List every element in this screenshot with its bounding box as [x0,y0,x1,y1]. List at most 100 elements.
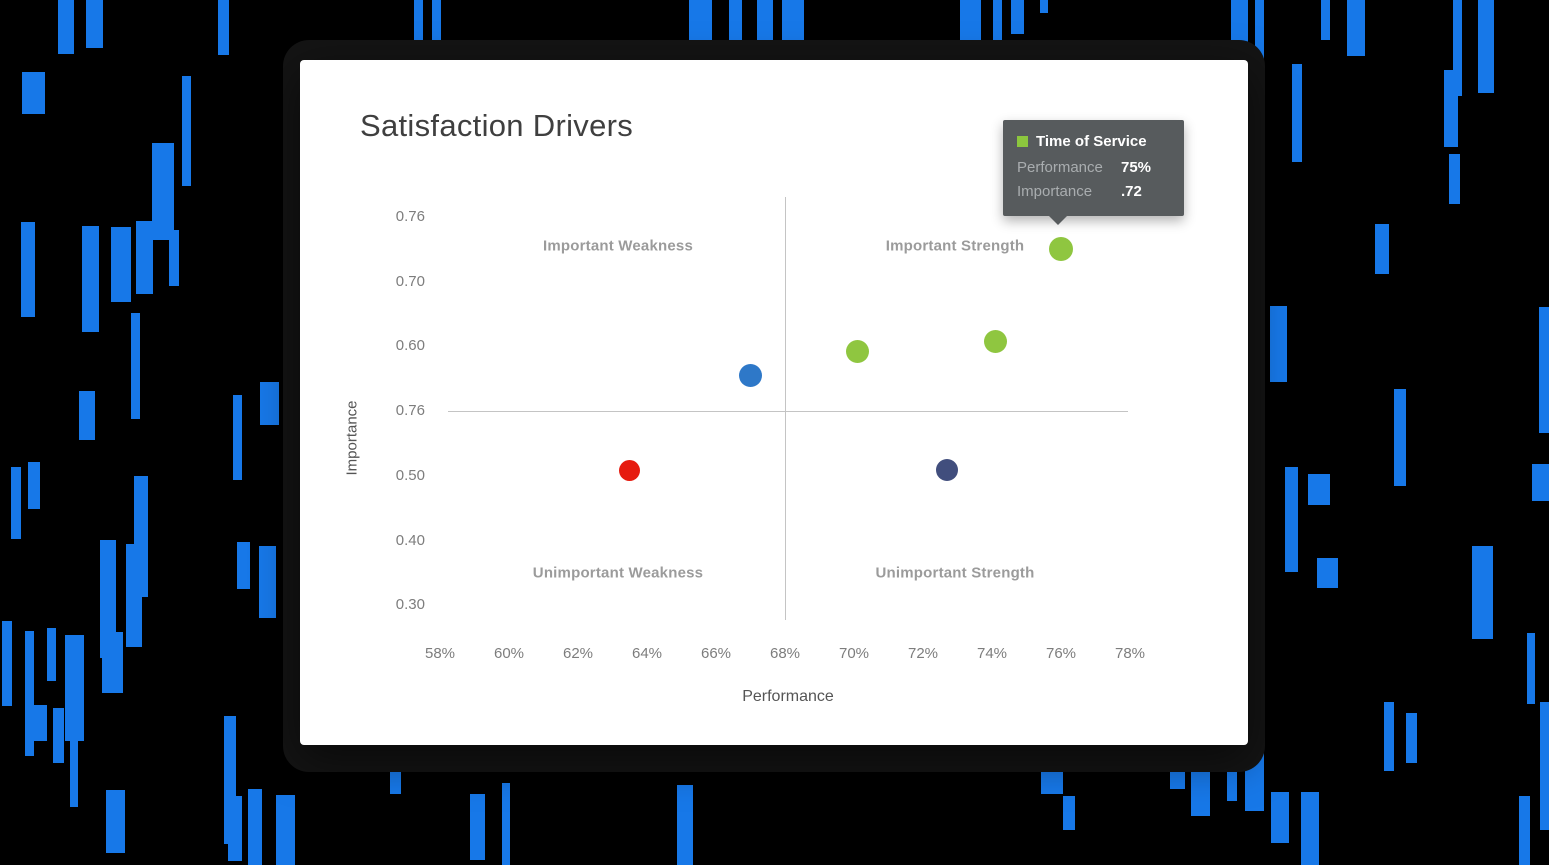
data-point[interactable] [845,339,869,363]
background-bar [181,76,192,186]
chart-card: Satisfaction Drivers 0.76 0.70 0.60 0.76 0.5… [300,60,1248,745]
quadrant-label-top-left: Important Weakness [542,237,694,255]
x-axis-tick-label: 78% [1114,645,1146,662]
x-axis-tick-label: 74% [976,645,1008,662]
data-point-time-of-service[interactable] [1049,237,1073,262]
background-bar [1472,546,1493,639]
crosshair-horizontal-line [448,411,1128,413]
crosshair-vertical-line [785,197,786,620]
background-bar [11,467,21,539]
tooltip-pointer [1049,216,1067,225]
data-point[interactable] [983,329,1007,353]
data-point[interactable] [619,459,641,481]
background-bar [1453,0,1462,97]
background-bar [501,782,510,865]
tooltip-row-value: 75% [1121,159,1152,176]
y-axis-tick-label: 0.40 [395,531,425,549]
data-point[interactable] [739,364,762,387]
tooltip-row-label: Performance [1017,159,1103,176]
background-bar [169,230,179,286]
x-axis-tick-label: 66% [700,645,732,662]
background-bar [57,0,75,54]
background-bar [1539,306,1549,433]
background-bar [69,703,79,808]
background-bar [85,0,104,49]
background-bar [46,627,56,681]
background-bar [1010,0,1024,35]
background-bar [2,620,12,707]
data-point[interactable] [936,459,959,482]
background-bar [1321,0,1331,40]
background-bar [1316,557,1338,588]
background-bar [258,545,276,618]
background-bar [101,632,123,693]
quadrant-label-top-right: Important Strength [885,237,1025,255]
background-bar [228,796,243,862]
tooltip-row: Importance .72 [1003,180,1184,204]
tooltip: Time of Service Performance 75% Importan… [1003,120,1184,225]
background-bar [1284,466,1298,572]
x-axis-tick-label: 72% [907,645,939,662]
background-bar [1478,0,1495,94]
background-bar [125,543,142,648]
background-bar [1063,796,1075,830]
background-bar [1406,713,1418,763]
y-axis-tick-label: 0.70 [395,272,425,290]
tooltip-title: Time of Service [1036,133,1147,150]
tooltip-row-value: .72 [1121,183,1142,200]
tooltip-row: Performance 75% [1003,156,1184,180]
background-bar [1540,702,1549,830]
x-axis-tick-label: 64% [631,645,663,662]
y-axis-title: Importance [343,400,361,476]
background-bar [1269,305,1288,383]
background-bar [130,313,141,419]
quadrant-label-bottom-left: Unimportant Weakness [532,564,704,582]
background-bar [1040,0,1049,14]
background-bar [79,391,95,441]
y-axis-tick-label: 0.30 [395,596,425,614]
y-axis-tick-label: 0.76 [395,208,425,225]
chart-title: Satisfaction Drivers [360,108,634,143]
background-bar [110,227,132,302]
background-bar [1532,464,1549,501]
x-axis-tick-label: 76% [1045,645,1077,662]
background-bar [1443,69,1459,148]
quadrant-label-bottom-right: Unimportant Strength [875,564,1035,582]
background-bar [414,0,424,69]
background-bar [276,794,295,865]
background-bar [218,0,230,56]
background-bar [1346,0,1365,57]
background-bar [1383,702,1395,772]
background-bar [232,394,243,480]
background-bar [25,704,48,742]
x-axis-tick-label: 70% [838,645,870,662]
background-bar [259,382,280,426]
series-swatch-icon [1017,136,1028,147]
background-bar [1393,389,1407,487]
y-axis-tick-label: 0.50 [395,466,425,484]
background-bar [1254,0,1264,66]
scatter-plot: 0.76 0.70 0.60 0.76 0.50 0.40 0.30 58% 60% 62% 64%… [300,60,1248,745]
x-axis-tick-label: 60% [493,645,525,662]
background-bar [27,461,40,509]
background-bar [151,142,174,241]
background-bar [99,540,116,659]
background-bar [53,708,64,764]
x-axis-title: Performance [742,688,834,705]
background-bar [25,630,34,757]
background-bar [135,221,153,295]
background-bar [1271,791,1289,843]
background-bar [21,222,36,317]
background-bar [224,716,237,845]
background-bar [1307,473,1331,505]
background-bar [237,542,251,590]
x-axis-tick-label: 68% [769,645,801,662]
y-axis-tick-label: 0.60 [395,337,425,355]
background-bar [248,789,263,865]
background-bar [1518,795,1530,865]
background-bar [469,794,485,861]
background-bar [22,71,45,114]
background-bar [677,785,693,865]
background-bar [1301,792,1320,865]
